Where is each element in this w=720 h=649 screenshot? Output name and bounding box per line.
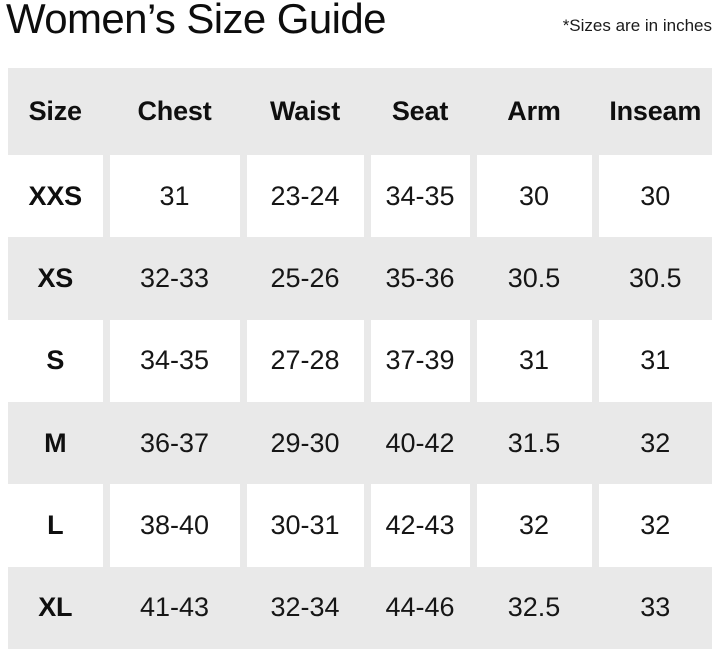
- units-note: *Sizes are in inches: [562, 16, 712, 35]
- cell-chest: 38-40: [109, 484, 240, 567]
- cell-inseam: 32: [640, 427, 671, 458]
- table-row-s: S 34-35 27-28 37-39 31 31: [8, 319, 712, 402]
- cell-waist: 27-28: [246, 319, 364, 402]
- table-row-m: M 36-37 29-30 40-42 31.5 32: [8, 402, 712, 484]
- header-cell-seat: Seat: [391, 96, 449, 126]
- cell-seat: 34-35: [370, 155, 470, 238]
- cell-size-label: M: [44, 427, 67, 458]
- table-row-xxs: XXS 31 23-24 34-35 30 30: [8, 155, 712, 238]
- table-row-l: L 38-40 30-31 42-43 32 32: [8, 484, 712, 567]
- cell-arm: 31: [476, 319, 592, 402]
- cell-inseam: 33: [640, 592, 671, 623]
- header-cell-inseam: Inseam: [609, 96, 702, 126]
- cell-seat: 40-42: [385, 427, 455, 458]
- cell-inseam: 30: [598, 155, 712, 238]
- table-header-row: Size Chest Waist Seat Arm Inseam: [8, 68, 712, 155]
- cell-waist: 25-26: [270, 262, 340, 293]
- cell-chest: 34-35: [109, 319, 240, 402]
- cell-arm: 30: [476, 155, 592, 238]
- cell-seat: 37-39: [370, 319, 470, 402]
- cell-arm: 32: [476, 484, 592, 567]
- header-cell-waist: Waist: [269, 96, 340, 126]
- table-row-xs: XS 32-33 25-26 35-36 30.5 30.5: [8, 237, 712, 319]
- cell-size-label: XXS: [8, 155, 103, 238]
- cell-chest: 31: [109, 155, 240, 238]
- cell-chest: 41-43: [139, 592, 210, 623]
- header-cell-arm: Arm: [507, 96, 561, 126]
- cell-seat: 44-46: [385, 592, 455, 623]
- cell-inseam: 31: [598, 319, 712, 402]
- cell-waist: 32-34: [270, 592, 340, 623]
- cell-arm: 30.5: [507, 262, 561, 293]
- table-row-xl: XL 41-43 32-34 44-46 32.5 33: [8, 567, 712, 649]
- cell-chest: 32-33: [139, 262, 210, 293]
- cell-size-label: L: [8, 484, 103, 567]
- page-title: Women’s Size Guide: [6, 0, 386, 42]
- cell-size-label: XL: [38, 592, 73, 623]
- cell-waist: 23-24: [246, 155, 364, 238]
- header-cell-size: Size: [28, 96, 82, 126]
- cell-inseam: 30.5: [628, 262, 682, 293]
- cell-inseam: 32: [598, 484, 712, 567]
- cell-waist: 29-30: [270, 427, 340, 458]
- cell-seat: 35-36: [385, 262, 455, 293]
- cell-size-label: S: [8, 319, 103, 402]
- cell-size-label: XS: [37, 262, 74, 293]
- header-cell-chest: Chest: [137, 96, 212, 126]
- cell-seat: 42-43: [370, 484, 470, 567]
- cell-arm: 31.5: [507, 427, 561, 458]
- cell-waist: 30-31: [246, 484, 364, 567]
- cell-chest: 36-37: [139, 427, 210, 458]
- cell-arm: 32.5: [507, 592, 561, 623]
- size-guide-table: Size Chest Waist Seat Arm Inseam XXS 31 23-24 34-…: [8, 68, 712, 649]
